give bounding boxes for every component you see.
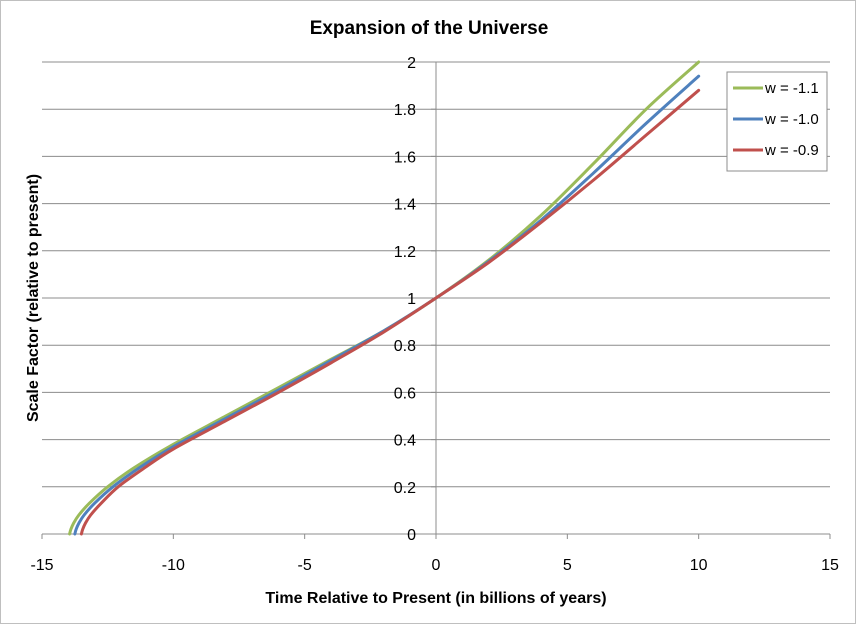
legend-items: w = -1.1 w = -1.0 w = -0.9	[733, 80, 819, 159]
y-tick-label: 1.4	[394, 197, 416, 214]
x-tick-label: 10	[690, 557, 708, 574]
series-line-1	[68, 60, 701, 536]
series-lines	[68, 60, 701, 536]
y-tick-label: 1.6	[394, 149, 416, 166]
legend-label-3: w = -0.9	[764, 142, 819, 159]
y-tick-label: 0.4	[394, 433, 416, 450]
x-axis-title: Time Relative to Present (in billions of…	[265, 590, 606, 607]
y-tick-label: 0	[407, 527, 416, 544]
axes	[41, 61, 831, 539]
y-tick-label: 2	[407, 55, 416, 72]
x-tick-label: -10	[162, 557, 185, 574]
y-tick-labels: 0 0.2 0.4 0.6 0.8 1 1.2 1.4 1.6 1.8 2	[394, 55, 416, 544]
legend-label-2: w = -1.0	[764, 111, 819, 128]
chart-title: Expansion of the Universe	[310, 18, 549, 39]
y-tick-label: 1	[407, 291, 416, 308]
x-tick-label: 15	[821, 557, 839, 574]
legend-label-1: w = -1.1	[764, 80, 819, 97]
x-tick-label: 0	[432, 557, 441, 574]
y-tick-label: 0.2	[394, 480, 416, 497]
x-tick-labels: -15 -10 -5 0 5 10 15	[30, 557, 839, 574]
legend: w = -1.1 w = -1.0 w = -0.9	[726, 71, 828, 172]
series-line-2	[73, 74, 701, 536]
x-tick-label: -15	[30, 557, 53, 574]
y-tick-label: 1.8	[394, 102, 416, 119]
y-tick-label: 0.6	[394, 385, 416, 402]
series-line-3	[79, 88, 701, 536]
x-tick-label: -5	[298, 557, 312, 574]
y-tick-label: 1.2	[394, 244, 416, 261]
y-axis-title: Scale Factor (relative to present)	[25, 174, 42, 422]
x-tick-label: 5	[563, 557, 572, 574]
y-tick-label: 0.8	[394, 338, 416, 355]
